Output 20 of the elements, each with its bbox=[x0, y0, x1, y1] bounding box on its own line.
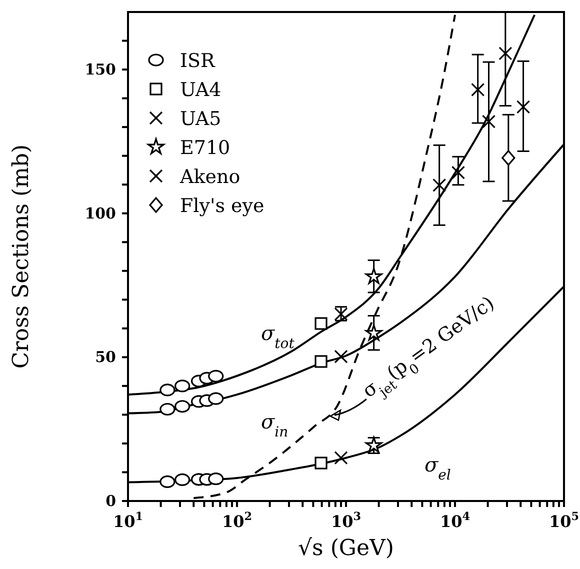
y-tick-label: 0 bbox=[106, 492, 116, 510]
x-tick-label: 10$^{1}$ bbox=[112, 509, 144, 531]
series-label: σ$_{el}$ bbox=[424, 452, 451, 484]
y-tick-label: 100 bbox=[84, 204, 116, 222]
x-axis-title: √s (GeV) bbox=[298, 536, 394, 561]
x-tick-label: 10$^{2}$ bbox=[222, 509, 252, 531]
legend-label: UA5 bbox=[180, 108, 222, 130]
legend-label: UA4 bbox=[180, 79, 222, 101]
series-label: σ$_{tot}$ bbox=[261, 320, 295, 352]
legend-label: E710 bbox=[180, 137, 230, 159]
y-tick-label: 150 bbox=[84, 60, 116, 79]
legend-label: Fly's eye bbox=[180, 195, 264, 217]
legend-label: Akeno bbox=[179, 166, 240, 188]
y-axis-title: Cross Sections (mb) bbox=[8, 144, 34, 369]
x-tick-label: 10$^{4}$ bbox=[440, 509, 470, 531]
x-tick-label: 10$^{3}$ bbox=[330, 509, 362, 531]
series-label: σ$_{in}$ bbox=[261, 410, 288, 441]
y-tick-label: 50 bbox=[95, 348, 116, 366]
legend-label: ISR bbox=[180, 50, 216, 72]
x-tick-label: 10$^{5}$ bbox=[548, 509, 580, 531]
